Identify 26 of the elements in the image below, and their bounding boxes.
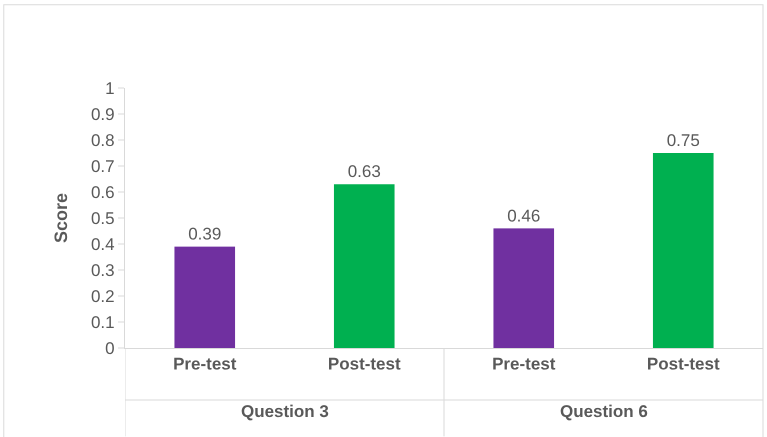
data-label: 0.39: [188, 224, 222, 244]
y-tick-label: 0.2: [90, 286, 115, 306]
data-label: 0.63: [348, 162, 381, 182]
y-tick-label: 0.7: [90, 156, 115, 176]
y-tick-label: 0.3: [90, 260, 115, 280]
bar: [493, 228, 554, 348]
y-tick-label: 1: [105, 78, 115, 98]
x-tick-label: Post-test: [328, 354, 401, 374]
y-tick-label: 0.9: [90, 104, 115, 124]
text: Question 3: [241, 402, 329, 421]
y-tick-label: 0.8: [90, 130, 115, 150]
bar: [334, 184, 395, 348]
text: Question 6: [560, 402, 648, 421]
bar: [174, 246, 236, 348]
y-tick-label: 0.6: [90, 182, 115, 202]
y-tick-label: 0.4: [90, 234, 115, 254]
data-label: 0.75: [666, 131, 700, 150]
x-tick-label: Pre-test: [492, 354, 556, 374]
y-tick-label: 0.5: [90, 208, 115, 228]
data-label: 0.46: [507, 206, 540, 226]
y-tick-label: 0.1: [90, 312, 115, 332]
bar: [652, 153, 714, 348]
y-axis-title: Score: [51, 192, 72, 244]
x-tick-label: Pre-test: [173, 354, 237, 374]
x-tick-label: Post-test: [646, 354, 720, 374]
y-tick-label: 0: [105, 338, 115, 358]
